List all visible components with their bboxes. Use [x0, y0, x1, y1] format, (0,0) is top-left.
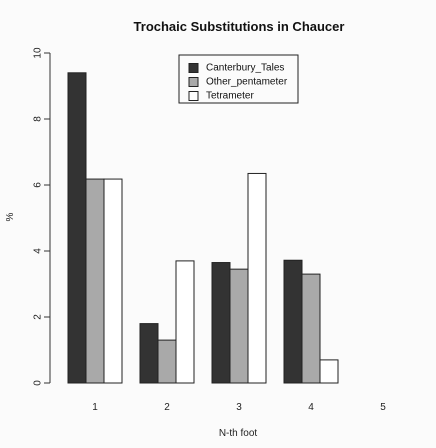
bar-group-1 — [67, 72, 123, 384]
y-tick-label: 4 — [33, 248, 44, 254]
x-tick-labels: 1 2 3 4 5 — [92, 402, 386, 413]
bar-group-3 — [211, 172, 267, 384]
chart-title: Trochaic Substitutions in Chaucer — [134, 19, 345, 34]
legend-box — [178, 54, 299, 104]
bar-other-pentameter-2 — [157, 339, 177, 384]
bar-canterbury-tales-2 — [139, 323, 159, 384]
bar-group-4 — [283, 259, 339, 384]
bar-tetrameter-4 — [319, 359, 339, 384]
legend-swatch — [188, 63, 199, 73]
legend-label: Tetrameter — [206, 91, 254, 102]
bar-other-pentameter-4 — [301, 273, 321, 384]
x-tick-label: 3 — [236, 402, 242, 413]
y-tick-label: 2 — [33, 314, 44, 320]
y-tick-label: 10 — [33, 47, 44, 59]
bar-canterbury-tales-3 — [211, 262, 231, 384]
x-tick-label: 2 — [164, 402, 170, 413]
bar-canterbury-tales-1 — [67, 72, 87, 384]
y-axis-label: % — [5, 212, 16, 221]
legend-swatch — [188, 77, 199, 87]
legend: Canterbury_Tales Other_pentameter Tetramet… — [178, 54, 299, 104]
x-axis-label: N-th foot — [219, 428, 258, 439]
legend-label: Canterbury_Tales — [206, 63, 284, 74]
bar-other-pentameter-3 — [229, 268, 249, 384]
bar-other-pentameter-1 — [85, 178, 105, 384]
bar-tetrameter-3 — [247, 172, 267, 384]
legend-label: Other_pentameter — [206, 77, 288, 88]
x-tick-label: 5 — [380, 402, 386, 413]
legend-swatch — [188, 91, 199, 101]
bar-group-2 — [139, 260, 195, 384]
bar-tetrameter-2 — [175, 260, 195, 384]
y-tick-label: 0 — [33, 380, 44, 386]
y-axis: 0 2 4 6 8 10 — [33, 47, 51, 386]
x-tick-label: 4 — [308, 402, 314, 413]
bars — [67, 72, 339, 384]
x-tick-label: 1 — [92, 402, 98, 413]
bar-canterbury-tales-4 — [283, 259, 303, 384]
y-tick-label: 8 — [33, 116, 44, 122]
y-tick-label: 6 — [33, 182, 44, 188]
bar-tetrameter-1 — [103, 178, 123, 384]
